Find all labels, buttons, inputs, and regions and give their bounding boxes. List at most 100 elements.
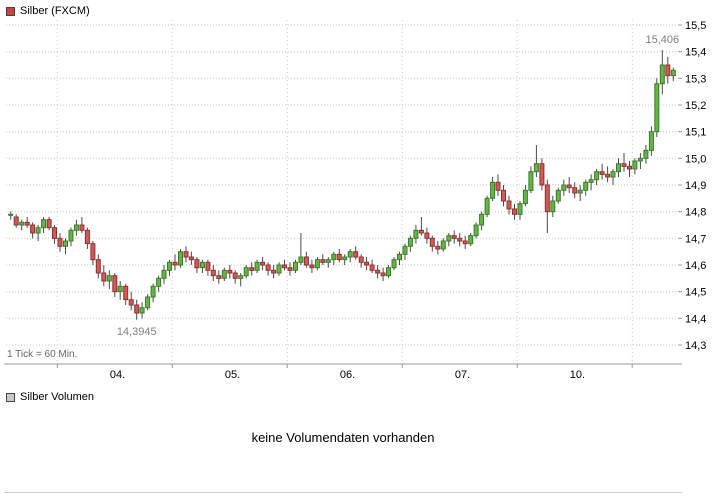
candle-body bbox=[637, 157, 643, 162]
candle-body bbox=[353, 251, 359, 258]
tick-interval-note: 1 Tick = 60 Min. bbox=[7, 349, 78, 360]
candle-body bbox=[8, 213, 14, 216]
candle-body bbox=[418, 229, 424, 234]
candle-body bbox=[90, 243, 96, 261]
y-axis-label: 14,5 bbox=[685, 287, 706, 299]
candle-body bbox=[52, 227, 57, 239]
y-axis-label: 15,5 bbox=[685, 20, 706, 32]
candle-body bbox=[429, 237, 435, 247]
x-axis-label: 05. bbox=[225, 369, 240, 381]
candle-body bbox=[139, 307, 145, 314]
candle-body bbox=[451, 235, 457, 239]
candle-body bbox=[232, 272, 238, 279]
candle-body bbox=[643, 149, 649, 159]
candle-body bbox=[506, 200, 512, 210]
candle-body bbox=[216, 275, 222, 279]
x-axis-label: 07. bbox=[455, 369, 470, 381]
candle-body bbox=[243, 267, 249, 277]
candle-body bbox=[227, 269, 233, 274]
candle-body bbox=[167, 261, 172, 271]
candle-body bbox=[605, 173, 611, 178]
y-axis-label: 15,3 bbox=[685, 73, 706, 85]
candle-body bbox=[369, 264, 375, 271]
candle-body bbox=[95, 259, 101, 274]
candle-body bbox=[473, 224, 479, 237]
candle-body bbox=[391, 259, 397, 269]
candle-body bbox=[539, 163, 545, 186]
candle-body bbox=[331, 253, 337, 261]
candle-body bbox=[375, 269, 381, 274]
y-axis-label: 14,9 bbox=[685, 180, 706, 192]
x-axis-label: 04. bbox=[110, 369, 125, 381]
candle-body bbox=[271, 269, 277, 274]
candle-body bbox=[30, 224, 36, 234]
candle-body bbox=[457, 237, 463, 242]
candle-body bbox=[68, 229, 74, 242]
candle-body bbox=[616, 163, 621, 173]
y-axis-label: 14,7 bbox=[685, 233, 706, 245]
candle-body bbox=[435, 245, 441, 250]
y-axis-label: 15,4 bbox=[685, 47, 706, 59]
candle-body bbox=[41, 219, 47, 229]
price-legend-label: Silber (FXCM) bbox=[20, 5, 90, 17]
candle-body bbox=[364, 261, 370, 266]
candle-body bbox=[63, 240, 68, 247]
candle-body bbox=[555, 189, 561, 202]
candle-body bbox=[249, 267, 255, 271]
candle-body bbox=[665, 64, 671, 77]
candle-body bbox=[254, 261, 260, 271]
candle-body bbox=[293, 261, 298, 271]
candle-body bbox=[282, 264, 287, 269]
candle-body bbox=[380, 272, 386, 277]
candle-body bbox=[599, 171, 605, 175]
candle-body bbox=[13, 216, 19, 226]
candle-body bbox=[260, 261, 266, 266]
candle-body bbox=[73, 224, 79, 231]
candle-body bbox=[512, 208, 517, 215]
price-chart-legend: Silber (FXCM) bbox=[6, 5, 90, 17]
candle-body bbox=[490, 181, 496, 199]
candle-body bbox=[533, 163, 539, 173]
candle-body bbox=[440, 240, 446, 250]
candle-body bbox=[106, 275, 112, 282]
high-annotation: 15,406 bbox=[645, 34, 679, 46]
candle-body bbox=[358, 256, 364, 263]
volume-legend: Silber Volumen bbox=[6, 391, 94, 403]
candle-body bbox=[194, 259, 200, 269]
candle-body bbox=[566, 184, 572, 189]
candle-body bbox=[145, 296, 151, 309]
candle-body bbox=[577, 189, 583, 194]
y-axis-label: 15,0 bbox=[685, 153, 706, 165]
low-annotation: 14,3945 bbox=[117, 326, 157, 338]
candle-body bbox=[659, 64, 665, 85]
candle-body bbox=[276, 264, 282, 274]
candle-body bbox=[479, 213, 485, 226]
volume-axis-line bbox=[4, 492, 682, 493]
candle-body bbox=[238, 275, 244, 279]
candle-body bbox=[468, 235, 474, 245]
candle-body bbox=[397, 253, 402, 261]
candle-body bbox=[648, 131, 654, 151]
volume-legend-label: Silber Volumen bbox=[20, 391, 94, 403]
candle-body bbox=[123, 285, 129, 301]
y-axis-label: 14,4 bbox=[685, 313, 706, 325]
candle-body bbox=[561, 184, 567, 191]
candle-body bbox=[188, 256, 194, 261]
volume-series-icon bbox=[6, 392, 15, 402]
y-axis-label: 15,2 bbox=[685, 100, 706, 112]
candle-body bbox=[287, 267, 293, 271]
candle-body bbox=[342, 256, 348, 261]
candle-body bbox=[205, 261, 211, 271]
candle-body bbox=[24, 221, 30, 226]
candle-body bbox=[183, 251, 189, 258]
candle-body bbox=[199, 261, 205, 269]
candle-body bbox=[462, 240, 468, 245]
y-axis-label: 15,1 bbox=[685, 127, 706, 139]
candle-body bbox=[210, 269, 216, 277]
candle-body bbox=[495, 181, 501, 191]
candlestick-chart: 15,5 15,4 15,3 15,2 15,1 15,0 14,9 14,8 14,7 14,6… bbox=[4, 20, 706, 381]
candle-body bbox=[572, 187, 578, 194]
candle-body bbox=[446, 235, 452, 242]
candle-body bbox=[484, 197, 490, 215]
